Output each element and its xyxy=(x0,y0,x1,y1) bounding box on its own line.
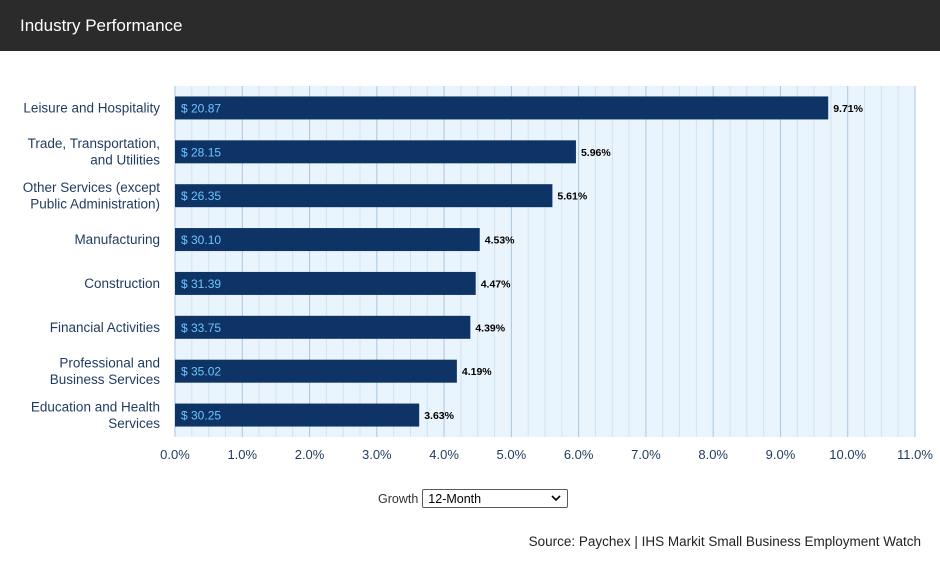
category-label: Leisure and Hospitality xyxy=(23,100,160,115)
x-tick-label: 1.0% xyxy=(227,447,257,462)
x-tick-label: 0.0% xyxy=(160,447,190,462)
growth-select-value: 12-Month xyxy=(428,491,482,506)
value-label: 4.53% xyxy=(485,235,515,247)
value-label: 5.96% xyxy=(581,147,611,159)
bar xyxy=(175,96,829,120)
value-label: 5.61% xyxy=(557,191,587,203)
category-label: Manufacturing xyxy=(74,232,160,247)
x-tick-label: 7.0% xyxy=(631,447,661,462)
x-tick-label: 9.0% xyxy=(766,447,796,462)
category-label: Professional and xyxy=(59,355,160,370)
page-title: Industry Performance xyxy=(20,16,183,35)
bar-label: $ 31.39 xyxy=(181,277,221,291)
value-label: 9.71% xyxy=(833,103,863,115)
bar-label: $ 35.02 xyxy=(181,365,221,379)
bar xyxy=(175,184,553,208)
x-tick-label: 11.0% xyxy=(897,447,933,462)
value-label: 4.39% xyxy=(475,322,505,334)
bar xyxy=(175,140,576,164)
category-label: Public Administration) xyxy=(30,196,160,211)
x-tick-label: 5.0% xyxy=(497,447,527,462)
category-label: Construction xyxy=(84,276,160,291)
bar-label: $ 20.87 xyxy=(181,101,221,115)
x-tick-label: 2.0% xyxy=(295,447,325,462)
category-label: Trade, Transportation, xyxy=(28,136,160,151)
bar xyxy=(175,315,471,339)
category-label: and Utilities xyxy=(90,153,160,168)
bar-label: $ 26.35 xyxy=(181,189,221,203)
x-tick-label: 8.0% xyxy=(698,447,728,462)
value-label: 3.63% xyxy=(424,410,454,422)
category-label: Education and Health xyxy=(31,399,160,414)
bar-label: $ 28.15 xyxy=(181,145,221,159)
category-label: Business Services xyxy=(50,372,161,387)
source-note: Source: Paychex | IHS Markit Small Busin… xyxy=(528,534,921,549)
bar-label: $ 30.10 xyxy=(181,233,221,247)
x-tick-label: 6.0% xyxy=(564,447,594,462)
industry-performance-chart: 0.0% 1.0% 2.0% 3.0% 4.0% 5.0% 6.0% 7.0% 8.0% 9.0%… xyxy=(23,86,933,462)
value-label: 4.47% xyxy=(481,278,511,290)
chevron-down-icon xyxy=(551,495,561,502)
value-label: 4.19% xyxy=(462,366,492,378)
bar-label: $ 30.25 xyxy=(181,409,221,423)
bar-label: $ 33.75 xyxy=(181,321,221,335)
bar xyxy=(175,403,420,427)
growth-select[interactable]: 12-Month xyxy=(422,489,569,508)
bar xyxy=(175,359,457,383)
growth-label: Growth xyxy=(378,491,419,506)
bar xyxy=(175,271,476,295)
bar xyxy=(175,228,480,252)
category-label: Other Services (except xyxy=(23,180,161,195)
category-label: Services xyxy=(108,416,160,431)
growth-control: Growth 12-Month xyxy=(378,489,569,508)
category-label: Financial Activities xyxy=(50,320,161,335)
x-tick-label: 10.0% xyxy=(829,447,866,462)
x-tick-label: 3.0% xyxy=(362,447,392,462)
page-header: Industry Performance xyxy=(0,0,940,51)
x-tick-label: 4.0% xyxy=(429,447,459,462)
